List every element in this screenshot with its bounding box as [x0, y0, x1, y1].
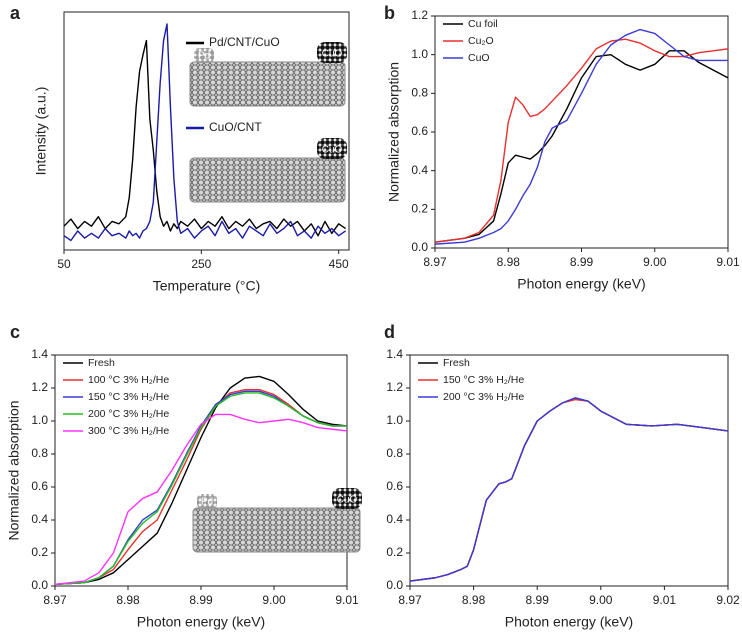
series-line: [409, 397, 729, 582]
x-tick-label: 9.00: [262, 593, 286, 607]
panel-label: b: [384, 3, 395, 23]
y-tick-label: 0.8: [411, 86, 428, 100]
annotation: CuO: [337, 495, 358, 506]
legend-label: Fresh: [88, 357, 115, 369]
nanotube: [192, 507, 361, 553]
annotation: CuO: [322, 49, 343, 60]
series-line: [54, 413, 348, 586]
y-tick-label: 0.2: [386, 545, 403, 559]
x-axis-title: Photon energy (keV): [505, 614, 633, 630]
y-tick-label: 0.2: [411, 202, 428, 216]
y-tick-label: 0.0: [386, 578, 403, 592]
series-line: [54, 392, 347, 586]
legend-label: 150 °C 3% H₂/He: [88, 391, 169, 403]
annotation: Pd: [201, 497, 213, 508]
x-tick-label: 50: [57, 257, 71, 271]
y-tick-label: 1.2: [386, 380, 403, 394]
panel-label: a: [10, 3, 21, 23]
pd-cluster: [194, 48, 214, 63]
x-axis-title: Temperature (°C): [153, 278, 261, 294]
panel-label: c: [10, 322, 20, 342]
y-tick-label: 1.0: [386, 413, 403, 427]
series-line: [54, 375, 348, 586]
x-axis-title: Photon energy (keV): [137, 614, 265, 630]
legend-label: Cu foil: [468, 18, 498, 30]
x-tick-label: 8.97: [398, 593, 422, 607]
x-tick-label: 9.00: [643, 255, 667, 269]
legend-label: CuO: [468, 52, 490, 64]
pd-cluster: [197, 494, 217, 509]
x-tick-label: 8.97: [423, 255, 447, 269]
y-tick-label: 0.0: [31, 578, 48, 592]
y-tick-label: 0.4: [31, 512, 48, 526]
panel-label: d: [384, 322, 395, 342]
plot-frame: [409, 354, 729, 587]
legend-label: 200 °C 3% H₂/He: [443, 391, 524, 403]
cuo-cluster: [317, 138, 347, 159]
y-tick-label: 1.2: [31, 380, 48, 394]
x-tick-label: 9.02: [716, 593, 740, 607]
y-tick-label: 0.0: [411, 240, 428, 254]
legend-label: 200 °C 3% H₂/He: [88, 408, 169, 420]
cuo-cluster: [317, 42, 347, 63]
x-tick-label: 8.98: [462, 593, 486, 607]
y-tick-label: 1.2: [411, 8, 428, 22]
x-tick-label: 9.01: [335, 593, 359, 607]
x-tick-label: 250: [191, 257, 211, 271]
y-tick-label: 0.6: [31, 479, 48, 493]
x-tick-label: 8.99: [189, 593, 213, 607]
x-axis-title: Photon energy (keV): [517, 276, 645, 292]
y-tick-label: 0.6: [386, 479, 403, 493]
y-tick-label: 0.4: [386, 512, 403, 526]
y-tick-label: 1.4: [386, 347, 403, 361]
annotation: CuO: [322, 145, 343, 156]
y-axis-title: Normalized absorption: [386, 62, 402, 202]
annotation: Pd: [198, 51, 210, 62]
legend-label: CuO/CNT: [209, 120, 262, 134]
x-tick-label: 9.01: [653, 593, 677, 607]
y-tick-label: 0.4: [411, 163, 428, 177]
x-tick-label: 9.00: [589, 593, 613, 607]
cuo-cluster: [332, 488, 362, 509]
x-tick-label: 450: [329, 257, 349, 271]
y-tick-label: 0.2: [31, 545, 48, 559]
legend-label: 100 °C 3% H₂/He: [88, 374, 169, 386]
plot-frame: [63, 11, 350, 251]
x-tick-label: 8.99: [570, 255, 594, 269]
y-tick-label: 1.0: [411, 47, 428, 61]
x-tick-label: 9.01: [716, 255, 740, 269]
series-line: [434, 50, 729, 243]
y-tick-label: 0.8: [386, 446, 403, 460]
x-tick-label: 8.98: [116, 593, 140, 607]
y-axis-title: Normalized absorption: [6, 400, 22, 540]
y-tick-label: 1.0: [31, 413, 48, 427]
x-tick-label: 8.97: [43, 593, 67, 607]
legend-label: Cu₂O: [468, 35, 494, 47]
series-line: [54, 390, 347, 586]
y-tick-label: 0.8: [31, 446, 48, 460]
y-tick-label: 1.4: [31, 347, 48, 361]
x-tick-label: 8.98: [497, 255, 521, 269]
nanotube: [189, 157, 346, 203]
series-line: [63, 23, 346, 242]
series-line: [409, 398, 729, 582]
legend-label: 150 °C 3% H₂/He: [443, 374, 524, 386]
x-tick-label: 8.99: [526, 593, 550, 607]
legend-label: Pd/CNT/CuO: [209, 35, 280, 49]
series-line: [434, 38, 729, 243]
legend-label: Fresh: [443, 357, 470, 369]
legend-label: 300 °C 3% H₂/He: [88, 425, 169, 437]
y-axis-title: Intensity (a.u.): [33, 87, 49, 176]
y-tick-label: 0.6: [411, 124, 428, 138]
series-line: [434, 28, 728, 245]
nanotube: [189, 61, 346, 107]
